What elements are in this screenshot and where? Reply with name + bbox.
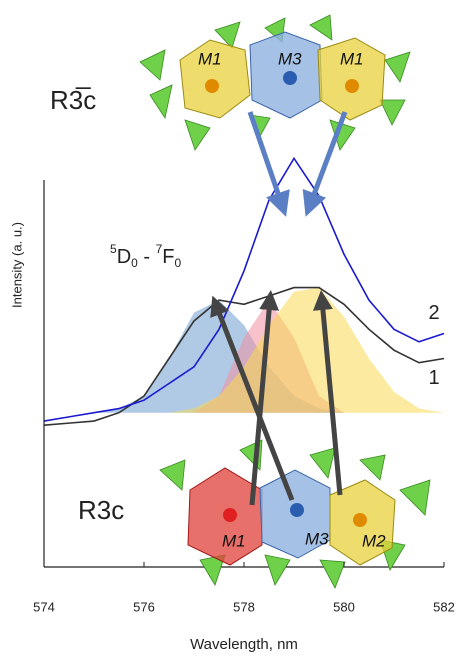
component-area xyxy=(44,287,444,413)
x-axis-label: Wavelength, nm xyxy=(190,636,298,653)
x-tick-label: 576 xyxy=(133,599,155,614)
site-label: M3 xyxy=(305,529,329,548)
x-tick-label: 578 xyxy=(233,599,255,614)
transition-label: 5D0 - 7F0 xyxy=(110,242,182,270)
site-label: M1 xyxy=(222,531,246,550)
site-label: M3 xyxy=(278,49,302,68)
arrow xyxy=(302,111,348,217)
group-label: R3̅c xyxy=(50,85,96,115)
site-label: M2 xyxy=(362,531,386,550)
arrow xyxy=(247,111,290,217)
top-structure xyxy=(139,14,411,151)
x-tick-label: 580 xyxy=(333,599,355,614)
site-label: M1 xyxy=(198,49,222,68)
plot-area xyxy=(43,156,445,427)
site-label: M1 xyxy=(340,49,364,68)
arrow xyxy=(249,290,280,506)
x-tick-label: 582 xyxy=(433,599,455,614)
series-label: 2 xyxy=(428,302,439,324)
bottom-structure xyxy=(159,439,431,589)
arrow xyxy=(312,290,343,496)
y-axis-label: Intensity (a. u.) xyxy=(9,222,24,308)
series-line xyxy=(43,156,445,422)
group-label: R3c xyxy=(78,495,124,525)
series-label: 1 xyxy=(428,367,439,389)
arrow xyxy=(210,295,295,501)
component-area xyxy=(44,300,444,413)
x-tick-label: 574 xyxy=(33,599,55,614)
series-line xyxy=(43,286,445,427)
